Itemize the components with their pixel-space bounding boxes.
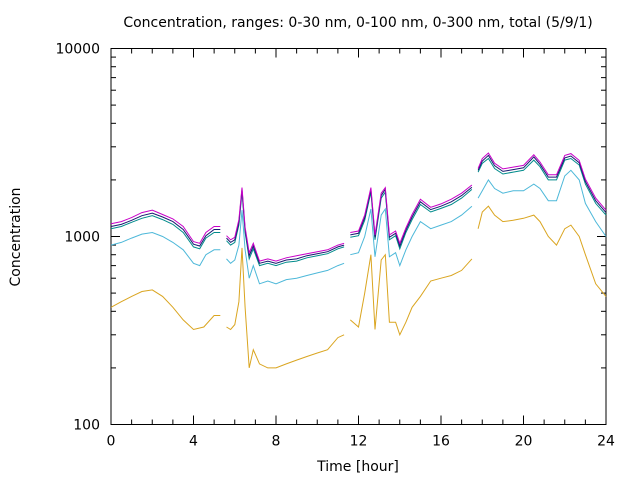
series-segment bbox=[226, 210, 345, 285]
x-tick-label: 0 bbox=[107, 434, 116, 450]
series-segment bbox=[477, 205, 607, 297]
axis-ticks bbox=[110, 48, 607, 425]
x-tick-label: 20 bbox=[515, 434, 533, 450]
y-axis-label: Concentration bbox=[8, 187, 24, 286]
series-segment bbox=[226, 192, 345, 267]
chart-title: Concentration, ranges: 0-30 nm, 0-100 nm… bbox=[123, 15, 592, 31]
series-segment bbox=[350, 184, 473, 245]
y-tick-label: 10000 bbox=[55, 42, 100, 58]
series-line-3 bbox=[110, 157, 607, 267]
series-segment bbox=[226, 247, 345, 369]
y-tick-labels: 100 1000 10000 bbox=[55, 42, 100, 434]
series-segment bbox=[110, 289, 221, 331]
x-tick-labels: 0 4 8 12 16 20 24 bbox=[107, 434, 615, 450]
series-line-1 bbox=[110, 205, 607, 369]
x-tick-label: 12 bbox=[350, 434, 368, 450]
series-segment bbox=[477, 157, 607, 216]
x-tick-label: 16 bbox=[432, 434, 450, 450]
series-segment bbox=[226, 189, 345, 264]
series-group bbox=[110, 152, 607, 369]
series-segment bbox=[477, 169, 607, 237]
series-segment bbox=[477, 154, 607, 213]
series-line-2 bbox=[110, 169, 607, 285]
series-segment bbox=[110, 231, 221, 267]
series-segment bbox=[477, 152, 607, 211]
series-line-4 bbox=[110, 154, 607, 264]
series-segment bbox=[110, 215, 221, 250]
series-segment bbox=[110, 209, 221, 244]
x-tick-label: 4 bbox=[189, 434, 198, 450]
y-tick-label: 1000 bbox=[64, 230, 100, 246]
x-axis-label: Time [hour] bbox=[316, 459, 399, 475]
series-segment bbox=[349, 253, 473, 337]
series-segment bbox=[110, 212, 221, 247]
y-tick-label: 100 bbox=[73, 418, 100, 434]
x-tick-label: 8 bbox=[272, 434, 281, 450]
series-segment bbox=[226, 187, 345, 262]
x-tick-label: 24 bbox=[597, 434, 615, 450]
series-segment bbox=[350, 189, 473, 251]
plot-frame bbox=[110, 48, 607, 425]
series-line-5 bbox=[110, 152, 607, 262]
series-segment bbox=[350, 205, 473, 268]
